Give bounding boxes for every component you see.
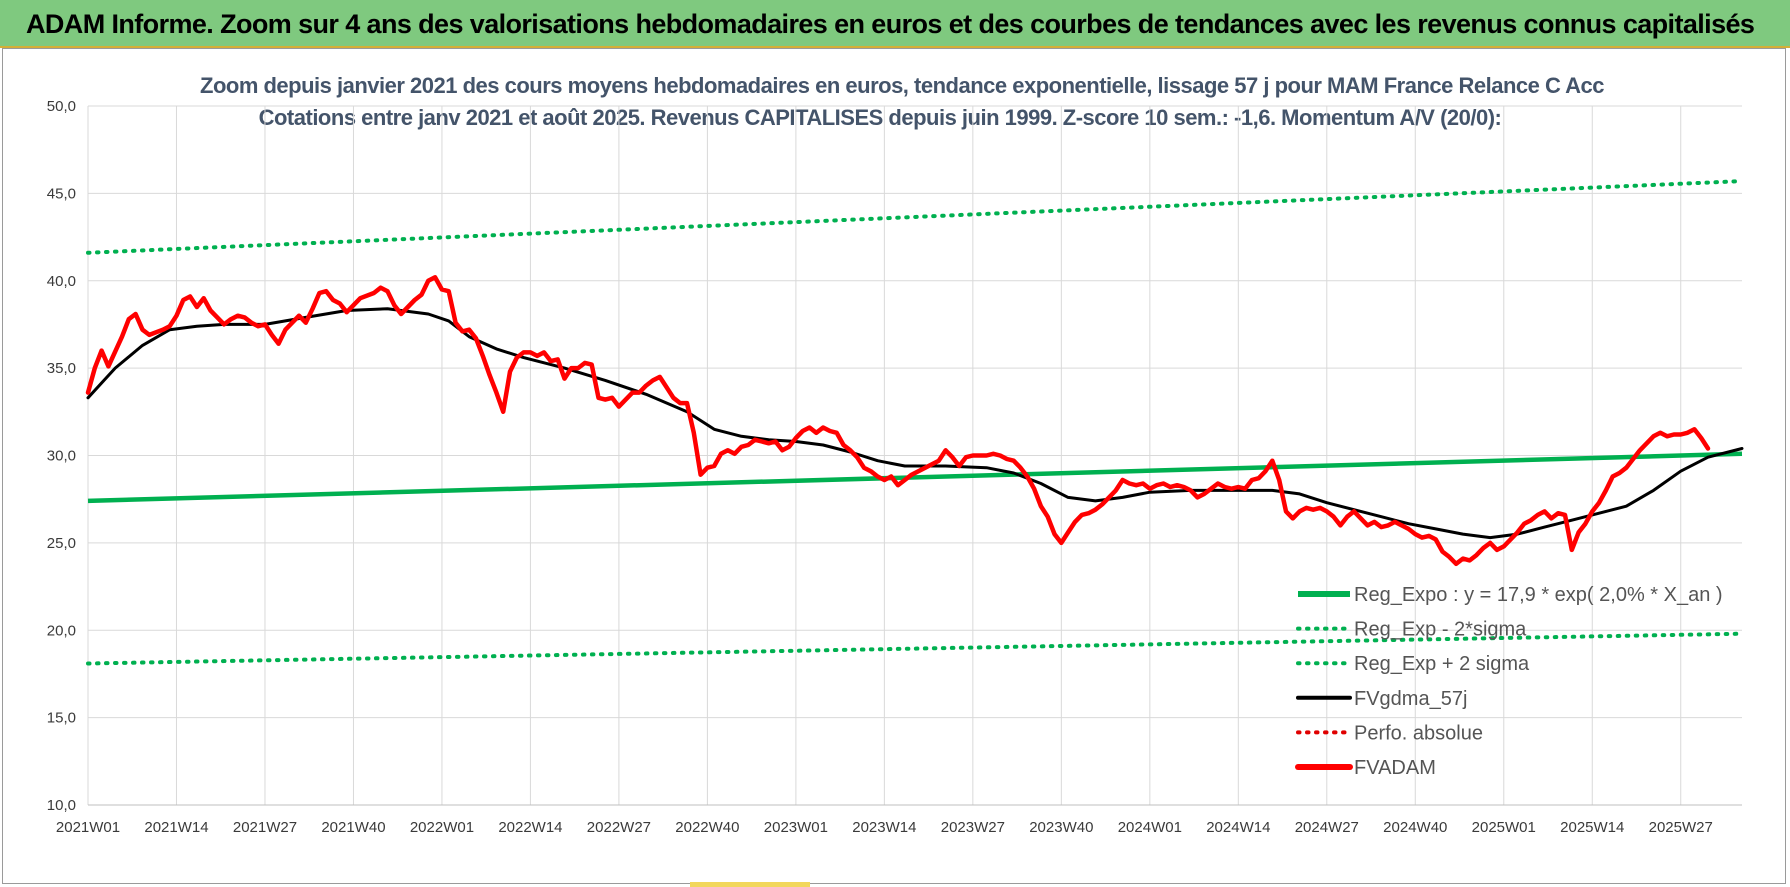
y-tick-label: 35,0 bbox=[47, 360, 76, 377]
x-tick-label: 2022W40 bbox=[675, 819, 739, 836]
x-axis-ticks: 2021W01 2021W14 2021W27 2021W40 2022W01 2022W… bbox=[56, 819, 1713, 836]
y-tick-label: 15,0 bbox=[47, 710, 76, 727]
header-banner: ADAM Informe. Zoom sur 4 ans des valoris… bbox=[0, 0, 1790, 48]
x-tick-label: 2021W27 bbox=[233, 819, 297, 836]
chart-title: Zoom depuis janvier 2021 des cours moyen… bbox=[200, 70, 1605, 134]
x-tick-label: 2022W27 bbox=[587, 819, 651, 836]
x-tick-label: 2023W40 bbox=[1029, 819, 1093, 836]
banner-title: ADAM Informe. Zoom sur 4 ans des valoris… bbox=[26, 9, 1755, 39]
x-tick-label: 2024W40 bbox=[1383, 819, 1447, 836]
chart-title-line-1: Zoom depuis janvier 2021 des cours moyen… bbox=[200, 73, 1605, 98]
y-tick-label: 45,0 bbox=[47, 185, 76, 202]
legend-label-3: FVgdma_57j bbox=[1354, 688, 1467, 710]
x-tick-label: 2021W01 bbox=[56, 819, 120, 836]
bottom-marker bbox=[690, 882, 810, 887]
x-tick-label: 2023W27 bbox=[941, 819, 1005, 836]
chart-frame bbox=[2, 48, 1786, 884]
series-line-3 bbox=[86, 307, 1744, 540]
x-tick-label: 2024W14 bbox=[1206, 819, 1270, 836]
legend-label-0: Reg_Expo : y = 17,9 * exp( 2,0% * X_an ) bbox=[1354, 584, 1723, 606]
x-tick-label: 2025W14 bbox=[1560, 819, 1624, 836]
y-tick-label: 40,0 bbox=[47, 273, 76, 290]
y-tick-label: 25,0 bbox=[47, 535, 76, 552]
x-tick-label: 2023W14 bbox=[852, 819, 916, 836]
y-tick-label: 30,0 bbox=[47, 448, 76, 465]
x-tick-label: 2021W40 bbox=[321, 819, 385, 836]
series-line-0 bbox=[87, 451, 1743, 504]
legend-label-5: FVADAM bbox=[1354, 757, 1436, 779]
legend: Reg_Expo : y = 17,9 * exp( 2,0% * X_an )… bbox=[1295, 584, 1723, 779]
legend-label-4: Perfo. absolue bbox=[1354, 722, 1483, 744]
x-tick-label: 2021W14 bbox=[144, 819, 208, 836]
legend-label-1: Reg_Exp - 2*sigma bbox=[1354, 619, 1527, 641]
x-tick-label: 2024W01 bbox=[1118, 819, 1182, 836]
y-axis-ticks: 10,0 15,0 20,0 25,0 30,0 35,0 40,0 45,0 50,0 bbox=[47, 98, 76, 814]
series-line-2 bbox=[86, 179, 1744, 255]
legend-label-2: Reg_Exp + 2 sigma bbox=[1354, 653, 1530, 675]
series-line-1 bbox=[86, 631, 1744, 666]
x-tick-label: 2022W01 bbox=[410, 819, 474, 836]
x-tick-label: 2025W27 bbox=[1649, 819, 1713, 836]
grid-lines bbox=[87, 105, 1742, 806]
series-lines bbox=[85, 179, 1744, 666]
y-tick-label: 50,0 bbox=[47, 98, 76, 115]
chart-title-line-2: Cotations entre janv 2021 et août 2025. … bbox=[258, 105, 1502, 130]
y-tick-label: 20,0 bbox=[47, 622, 76, 639]
series-line-5 bbox=[85, 275, 1711, 567]
x-tick-label: 2022W14 bbox=[498, 819, 562, 836]
x-tick-label: 2024W27 bbox=[1295, 819, 1359, 836]
y-tick-label: 10,0 bbox=[47, 797, 76, 814]
x-tick-label: 2023W01 bbox=[764, 819, 828, 836]
x-tick-label: 2025W01 bbox=[1472, 819, 1536, 836]
